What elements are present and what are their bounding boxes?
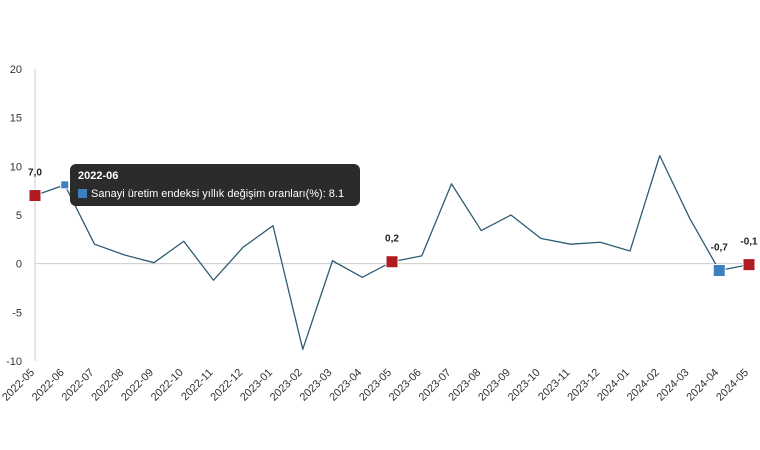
data-label: 0,2 <box>385 234 399 245</box>
y-tick-label: 15 <box>10 113 22 125</box>
highlight-marker[interactable] <box>385 255 399 269</box>
data-point[interactable] <box>180 237 188 245</box>
data-point[interactable] <box>269 222 277 230</box>
data-point[interactable] <box>329 257 337 265</box>
tooltip-series-swatch <box>78 189 87 198</box>
data-point[interactable] <box>448 180 456 188</box>
data-point[interactable] <box>477 227 485 235</box>
chart-tooltip: 2022-06 Sanayi üretim endeksi yıllık değ… <box>70 164 360 206</box>
data-point[interactable] <box>686 214 694 222</box>
data-point[interactable] <box>120 251 128 259</box>
data-point[interactable] <box>507 211 515 219</box>
markers <box>28 180 756 277</box>
data-label: -0,1 <box>740 237 758 248</box>
data-point[interactable] <box>91 240 99 248</box>
highlight-marker[interactable] <box>742 258 756 272</box>
data-point[interactable] <box>210 276 218 284</box>
data-point[interactable] <box>567 240 575 248</box>
x-tick-label: 2022-10 <box>149 367 186 404</box>
data-point[interactable] <box>299 345 307 353</box>
tooltip-row: Sanayi üretim endeksi yıllık değişim ora… <box>78 186 352 202</box>
data-point[interactable] <box>656 152 664 160</box>
tooltip-text: Sanayi üretim endeksi yıllık değişim ora… <box>91 188 345 200</box>
hovered-point-marker[interactable] <box>60 180 70 190</box>
data-labels: 7,0 0,2 -0,7 -0,1 <box>28 168 758 254</box>
y-tick-label: 20 <box>10 64 22 76</box>
x-tick-label: 2023-10 <box>506 367 543 404</box>
x-tick-label: 2024-05 <box>714 367 751 404</box>
highlight-marker[interactable] <box>712 263 726 277</box>
data-label: -0,7 <box>711 242 729 253</box>
data-point[interactable] <box>418 252 426 260</box>
y-tick-label: -10 <box>6 356 22 368</box>
data-point[interactable] <box>150 259 158 267</box>
data-point[interactable] <box>537 234 545 242</box>
y-tick-label: 5 <box>16 210 22 222</box>
data-label: 7,0 <box>28 168 42 179</box>
data-point[interactable] <box>239 243 247 251</box>
data-point[interactable] <box>358 273 366 281</box>
tooltip-title: 2022-06 <box>78 170 119 182</box>
y-tick-label: 10 <box>10 161 22 173</box>
data-point[interactable] <box>626 247 634 255</box>
data-point[interactable] <box>596 238 604 246</box>
highlight-marker[interactable] <box>28 189 42 203</box>
axes: -10-5051015202022-052022-062022-072022-0… <box>0 64 751 404</box>
y-tick-label: 0 <box>16 259 22 271</box>
y-tick-label: -5 <box>12 307 22 319</box>
